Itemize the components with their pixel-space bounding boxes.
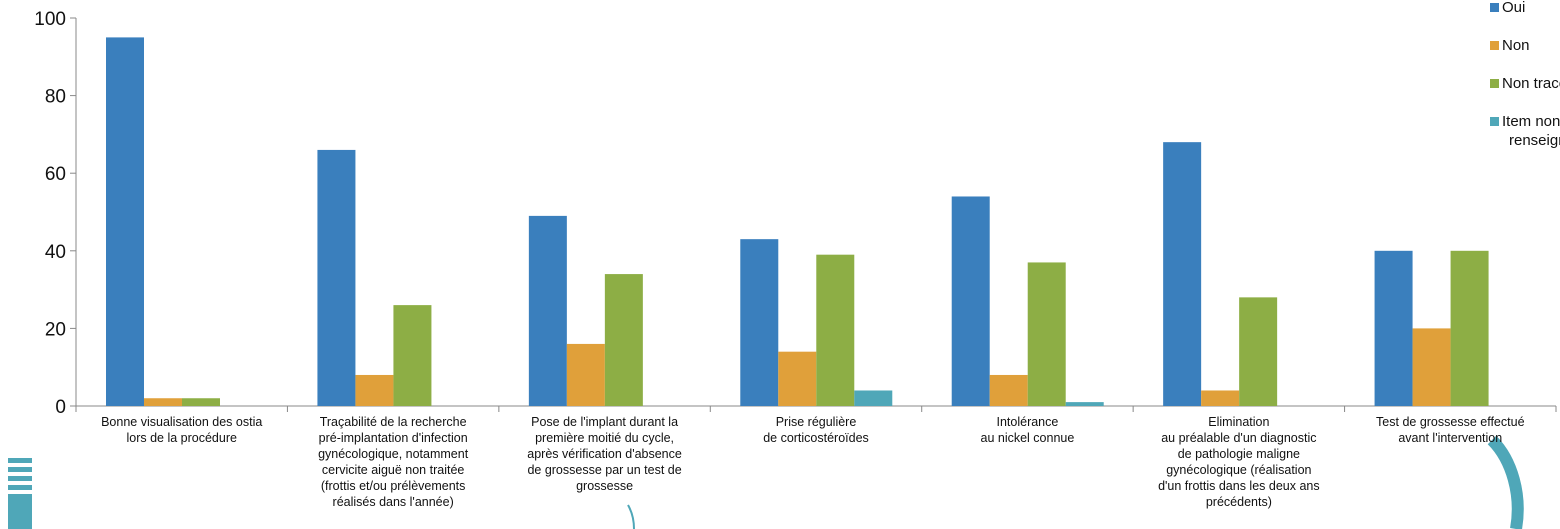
bar <box>144 398 182 406</box>
y-tick-label: 80 <box>45 87 66 108</box>
legend-swatch <box>1490 117 1499 126</box>
bar <box>106 37 144 407</box>
bar <box>528 215 567 406</box>
category-label-line: de pathologie maligne <box>1178 447 1300 461</box>
chart-bars <box>106 37 1489 407</box>
legend-swatch <box>1490 3 1499 12</box>
bar <box>1163 142 1202 406</box>
category-label-line: grossesse <box>576 479 633 493</box>
category-label-line: lors de la procédure <box>126 431 237 445</box>
legend-label: Non <box>1502 37 1530 54</box>
bar <box>1239 297 1278 406</box>
category-labels: Bonne visualisation des ostia lors de la … <box>101 415 1524 509</box>
bar <box>604 274 643 406</box>
legend-label: Item non renseigné <box>1502 113 1560 149</box>
category-label-line: au préalable d'un diagnostic <box>1161 431 1316 445</box>
bar <box>1374 250 1413 406</box>
decor-stripe <box>8 458 32 463</box>
legend-label-line: Non tracé <box>1502 75 1560 92</box>
bar <box>1412 328 1451 406</box>
chart-legend: Oui Non Non tracé Item non renseigné <box>1490 0 1560 149</box>
category-label-line: pré-implantation d'infection <box>319 431 468 445</box>
y-tick-label: 20 <box>45 319 66 340</box>
decor-stripe <box>8 476 32 481</box>
bar <box>182 398 220 406</box>
y-tick-label: 100 <box>34 9 66 30</box>
legend-swatch <box>1490 41 1499 50</box>
category-label-line: précédents) <box>1206 495 1272 509</box>
category-label-line: cervicite aiguë non traitée <box>322 463 464 477</box>
decorative-elements <box>8 435 1524 529</box>
category-label-line: au nickel connue <box>981 431 1075 445</box>
bar <box>816 254 855 406</box>
category-label-line: Test de grossesse effectué <box>1376 415 1525 429</box>
category-label: Prise régulière de corticostéroïdes <box>763 415 869 445</box>
legend-label: Non tracé <box>1502 75 1560 92</box>
category-label: Intolérance au nickel connue <box>981 415 1075 445</box>
decor-block <box>8 494 32 529</box>
category-label-line: Traçabilité de la recherche <box>320 415 467 429</box>
bar <box>393 305 432 406</box>
bar <box>355 374 394 406</box>
category-label-line: après vérification d'absence <box>527 447 682 461</box>
category-label-line: gynécologique, notamment <box>318 447 469 461</box>
decor-stripe <box>8 485 32 490</box>
category-label-line: Intolérance <box>996 415 1058 429</box>
legend-label: Oui <box>1502 0 1525 16</box>
y-tick-label: 40 <box>45 242 66 263</box>
category-label-line: d'un frottis dans les deux ans <box>1158 479 1320 493</box>
bar <box>1201 390 1240 406</box>
decor-arc <box>1487 435 1524 529</box>
bar <box>1027 262 1066 406</box>
category-label-line: (frottis et/ou prélèvements <box>321 479 466 493</box>
category-label: Bonne visualisation des ostia lors de la … <box>101 415 262 445</box>
category-label: Traçabilité de la recherche pré-implantat… <box>318 415 469 509</box>
category-label-line: réalisés dans l'année) <box>333 495 454 509</box>
category-label-line: Elimination <box>1208 415 1269 429</box>
y-tick-label: 60 <box>45 164 66 185</box>
bar <box>566 343 605 406</box>
category-label: Pose de l'implant durant la première moit… <box>527 415 682 493</box>
category-label: Test de grossesse effectué avant l'interv… <box>1376 415 1525 445</box>
bar <box>778 351 817 406</box>
bar <box>854 390 893 406</box>
category-label-line: gynécologique (réalisation <box>1166 463 1311 477</box>
legend-label-line: Oui <box>1502 0 1525 16</box>
bar <box>1065 402 1104 406</box>
category-label-line: Bonne visualisation des ostia <box>101 415 262 429</box>
category-label-line: avant l'intervention <box>1398 431 1502 445</box>
decor-arc-small <box>627 504 635 529</box>
legend-label-line: Non <box>1502 37 1530 54</box>
legend-label-line: renseigné <box>1509 132 1560 149</box>
bar <box>989 374 1028 406</box>
category-label: Elimination au préalable d'un diagnostic d… <box>1158 415 1320 509</box>
category-label-line: de grossesse par un test de <box>527 463 681 477</box>
category-label-line: Pose de l'implant durant la <box>531 415 678 429</box>
bar <box>317 149 356 407</box>
legend-swatch <box>1490 79 1499 88</box>
legend-label-line: Item non <box>1502 113 1560 130</box>
category-label-line: Prise régulière <box>776 415 857 429</box>
decor-stripe <box>8 467 32 472</box>
bar <box>740 239 779 406</box>
bar <box>1450 250 1489 406</box>
bar <box>951 196 990 406</box>
y-tick-label: 0 <box>55 397 66 418</box>
category-label-line: de corticostéroïdes <box>763 431 869 445</box>
category-label-line: première moitié du cycle, <box>535 431 674 445</box>
